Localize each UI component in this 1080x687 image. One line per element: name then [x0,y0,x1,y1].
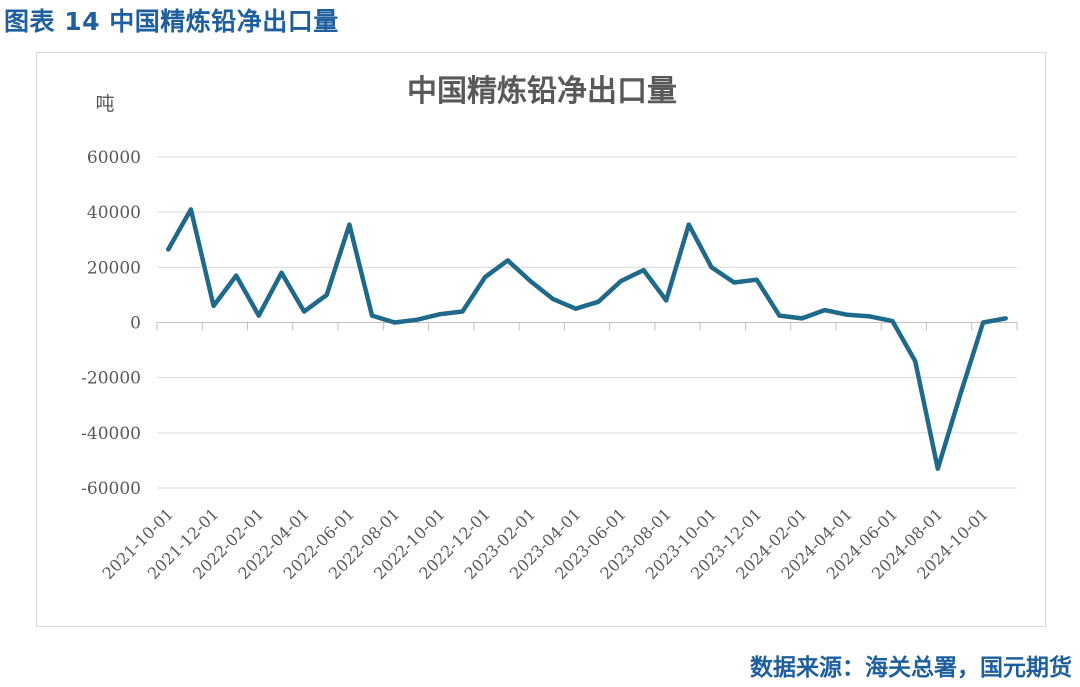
data-point [460,309,465,314]
data-point [347,222,352,227]
data-point [415,317,420,322]
series-line [166,207,1008,471]
figure-header: 图表 14 中国精炼铅净出口量 [4,7,339,36]
data-point [392,320,397,325]
y-tick-label: -60000 [81,479,141,499]
line-chart: 中国精炼铅净出口量 吨 60000 40000 20000 0 -20000 -40000… [81,74,1018,583]
chart-frame: 中国精炼铅净出口量 吨 60000 40000 20000 0 -20000 -40000… [36,52,1046,627]
figure-source: 数据来源：海关总署，国元期货 [750,655,1072,681]
data-point [867,314,872,319]
data-point [709,265,714,270]
data-point [822,308,827,313]
y-tick-label: 40000 [87,203,141,223]
y-tick-label: 20000 [87,258,141,278]
y-tick-label: 0 [130,314,141,334]
data-point [437,312,442,317]
data-point [370,313,374,318]
data-point [935,466,940,471]
data-point [641,268,646,273]
data-point [505,258,510,263]
data-point [958,392,963,397]
y-tick-label: 60000 [87,148,141,168]
data-point [279,270,284,275]
data-point [1003,316,1008,321]
data-point [302,309,307,314]
data-point [732,280,737,285]
data-point [573,306,578,311]
data-point [845,312,850,317]
y-tick-label: -20000 [81,369,141,389]
data-point [188,207,193,212]
data-point [618,279,623,284]
data-point [483,275,488,279]
data-point [777,313,782,318]
data-point [234,273,239,278]
data-point [528,279,533,284]
y-tick-label: -40000 [81,424,141,444]
data-point [754,277,759,282]
data-point [664,298,669,303]
data-point [166,247,171,252]
chart-title: 中国精炼铅净出口量 [407,74,677,109]
data-point [913,359,918,364]
y-axis-unit-label: 吨 [95,93,114,115]
data-point [596,299,601,304]
data-point [800,316,804,321]
data-point [686,222,691,227]
data-point [981,320,986,325]
data-point [211,303,216,308]
data-point [551,297,556,302]
data-point [890,319,895,324]
data-point [256,313,261,318]
data-point [324,292,329,297]
